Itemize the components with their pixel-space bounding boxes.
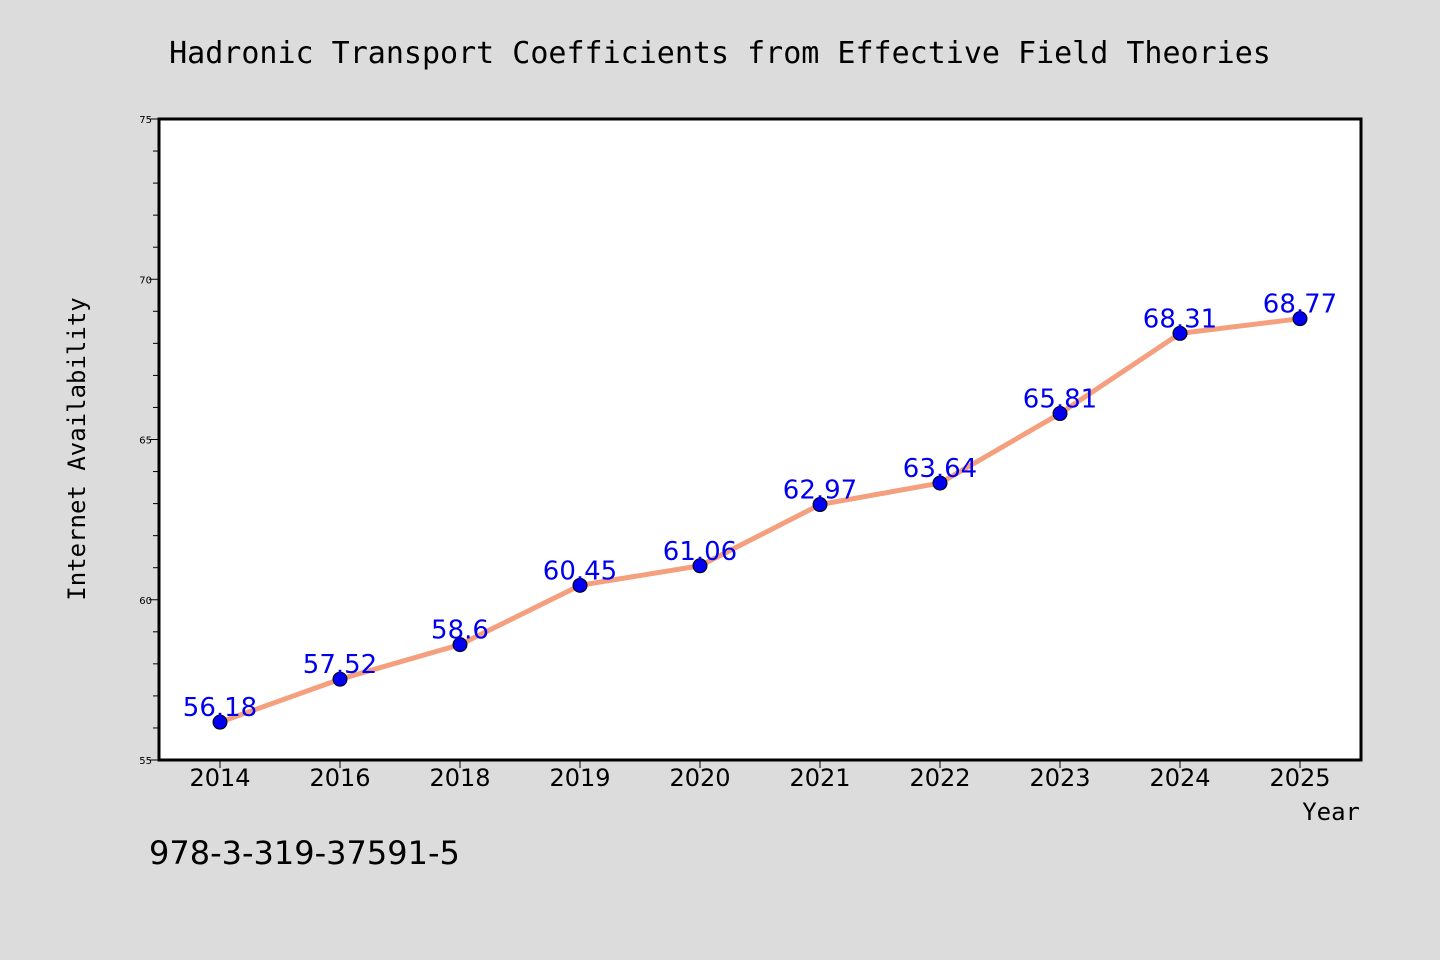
data-label: 68.77 (1263, 290, 1337, 320)
y-tick-label: 65 (139, 436, 152, 447)
x-tick-label: 2023 (1029, 764, 1090, 792)
x-tick-label: 2016 (309, 764, 370, 792)
x-tick-label: 2024 (1149, 764, 1210, 792)
x-tick-label: 2025 (1269, 764, 1330, 792)
data-point-marker (1292, 311, 1308, 327)
x-tick-label: 2020 (669, 764, 730, 792)
data-point-marker (332, 671, 348, 687)
data-point-marker (212, 714, 228, 730)
isbn-footer: 978-3-319-37591-5 (149, 834, 460, 872)
data-label: 63.64 (903, 454, 977, 484)
x-tick-label: 2014 (189, 764, 250, 792)
data-point-marker (692, 558, 708, 574)
y-axis-label: Internet Availability (63, 297, 91, 600)
series-line (217, 316, 1303, 725)
x-axis-label: Year (1302, 798, 1360, 826)
x-tick-label: 2022 (909, 764, 970, 792)
x-tick-label: 2018 (429, 764, 490, 792)
y-tick-label: 60 (139, 596, 152, 607)
data-point-marker (572, 577, 588, 593)
plot-area (157, 117, 1363, 762)
data-label: 58.6 (431, 616, 489, 646)
data-label: 56.18 (183, 693, 257, 723)
series-group: 56.18 57.52 58.6 60.45 61.06 62.97 63.64 65.81 6… (183, 290, 1337, 730)
data-label: 68.31 (1143, 304, 1217, 334)
data-label: 61.06 (663, 537, 737, 567)
y-tick-label: 75 (139, 115, 152, 126)
x-tick-label: 2019 (549, 764, 610, 792)
data-point-marker (452, 637, 468, 653)
data-label: 57.52 (303, 650, 377, 680)
data-label: 62.97 (783, 476, 857, 506)
data-point-marker (812, 497, 828, 513)
y-tick-label: 70 (139, 275, 152, 286)
y-tick-label: 55 (139, 756, 152, 767)
data-label: 65.81 (1023, 385, 1097, 415)
x-axis: 2014 2016 2018 2019 2020 2021 2022 2023 2024 2025 (189, 760, 1331, 792)
data-point-marker (1172, 325, 1188, 341)
chart-title: Hadronic Transport Coefficients from Eff… (169, 36, 1271, 71)
y-axis: 55 60 65 70 75 (139, 115, 159, 767)
x-tick-label: 2021 (789, 764, 850, 792)
data-point-marker (1052, 406, 1068, 422)
data-label: 60.45 (543, 556, 617, 586)
data-point-marker (932, 475, 948, 491)
